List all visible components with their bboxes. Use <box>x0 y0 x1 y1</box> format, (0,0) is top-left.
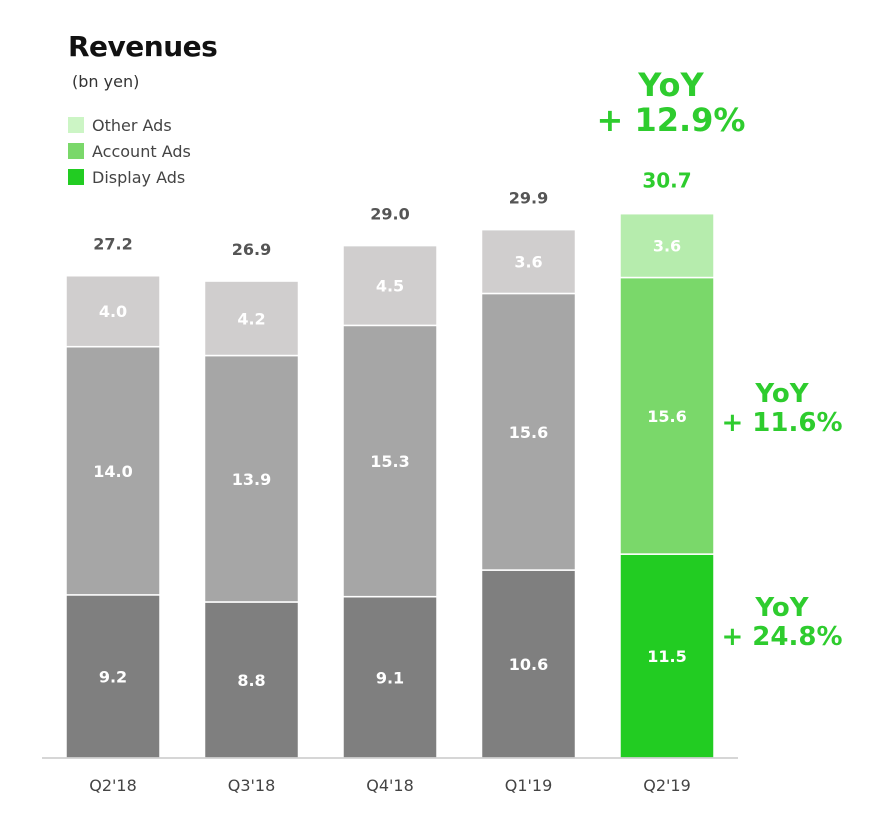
yoy-display-line2: + 24.8% <box>721 621 843 652</box>
legend-label-display-ads: Display Ads <box>92 167 186 187</box>
bar-segment-account-ads <box>480 292 577 571</box>
data-label-account-ads: 15.6 <box>647 407 686 426</box>
data-label-other-ads: 4.0 <box>99 302 127 321</box>
total-label: 27.2 <box>93 235 132 254</box>
total-label: 29.0 <box>370 205 409 224</box>
bar-segment-other-ads <box>203 280 300 357</box>
data-label-account-ads: 15.3 <box>370 452 409 471</box>
bar-segment-display-ads <box>619 553 715 759</box>
data-label-other-ads: 3.6 <box>653 237 681 256</box>
data-label-other-ads: 4.2 <box>237 309 265 328</box>
bar-segment-account-ads <box>203 354 300 603</box>
legend: Other Ads Account Ads Display Ads <box>68 112 191 190</box>
x-tick-label: Q3'18 <box>228 776 276 795</box>
legend-label-account-ads: Account Ads <box>92 141 191 161</box>
yoy-account-line2: + 11.6% <box>721 407 843 438</box>
unit-label: (bn yen) <box>72 72 140 91</box>
data-label-other-ads: 4.5 <box>376 276 404 295</box>
bar-segment-other-ads <box>619 212 715 279</box>
yoy-display-line1: YoY <box>755 593 809 623</box>
data-label-display-ads: 10.6 <box>509 655 548 674</box>
legend-swatch-account-ads <box>68 143 84 159</box>
data-label-account-ads: 13.9 <box>232 470 271 489</box>
data-label-account-ads: 14.0 <box>93 462 132 481</box>
bar-segment-other-ads <box>65 274 161 348</box>
data-label-display-ads: 8.8 <box>237 671 265 690</box>
x-tick-label: Q1'19 <box>505 776 553 795</box>
total-label: 30.7 <box>642 169 691 193</box>
data-label-display-ads: 11.5 <box>647 647 686 666</box>
total-label: 26.9 <box>232 240 271 259</box>
x-tick-label: Q2'18 <box>89 776 137 795</box>
legend-item-other-ads: Other Ads <box>68 112 191 138</box>
x-tick-label: Q4'18 <box>366 776 414 795</box>
total-label: 29.9 <box>509 189 548 208</box>
bar-segment-display-ads <box>203 601 300 759</box>
yoy-total-annotation: YoY + 12.9% <box>586 66 756 140</box>
yoy-total-line1: YoY <box>638 66 704 104</box>
yoy-display-annotation: YoY + 24.8% <box>712 594 852 651</box>
bar-segment-account-ads <box>65 345 161 596</box>
bar-segment-display-ads <box>342 595 438 759</box>
bar-segment-other-ads <box>342 244 438 327</box>
chart-title: Revenues <box>68 30 218 63</box>
legend-label-other-ads: Other Ads <box>92 115 172 135</box>
data-label-display-ads: 9.2 <box>99 667 127 686</box>
bar-segment-account-ads <box>619 276 715 555</box>
data-label-display-ads: 9.1 <box>376 668 404 687</box>
data-label-account-ads: 15.6 <box>509 423 548 442</box>
bar-segment-display-ads <box>480 569 577 759</box>
legend-swatch-other-ads <box>68 117 84 133</box>
yoy-account-annotation: YoY + 11.6% <box>712 380 852 437</box>
legend-item-account-ads: Account Ads <box>68 138 191 164</box>
yoy-total-line2: + 12.9% <box>596 101 746 140</box>
bar-segment-account-ads <box>342 324 438 598</box>
legend-swatch-display-ads <box>68 169 84 185</box>
legend-item-display-ads: Display Ads <box>68 164 191 190</box>
x-tick-label: Q2'19 <box>643 776 691 795</box>
yoy-account-line1: YoY <box>755 379 809 409</box>
bar-segment-other-ads <box>480 228 577 295</box>
data-label-other-ads: 3.6 <box>514 253 542 272</box>
